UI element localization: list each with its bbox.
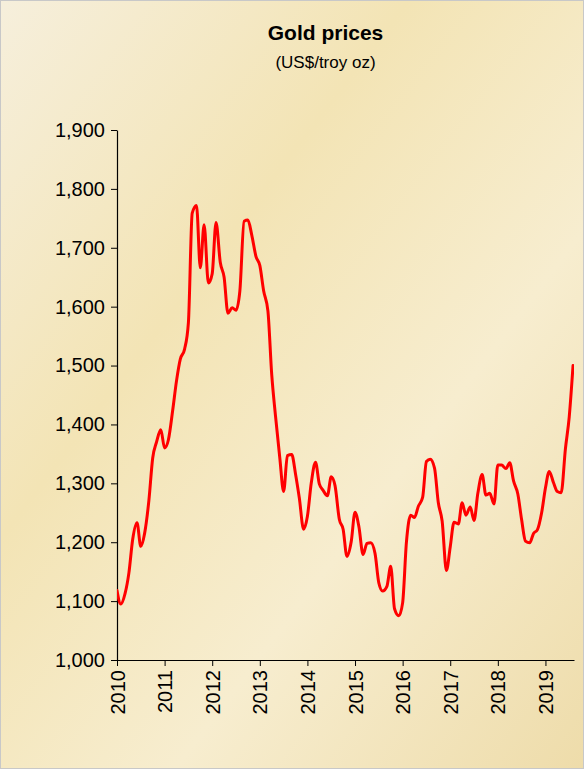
x-tick-mark — [498, 660, 499, 666]
y-tick-label: 1,400 — [55, 413, 105, 435]
x-tick-label: 2010 — [107, 670, 129, 715]
y-tick-label: 1,200 — [55, 531, 105, 553]
x-tick-mark — [260, 660, 261, 666]
y-tick: 1,500 — [55, 354, 117, 376]
x-tick-label: 2013 — [249, 670, 271, 715]
x-tick-mark — [307, 660, 308, 666]
x-tick: 2019 — [535, 660, 557, 715]
x-tick: 2016 — [392, 660, 414, 715]
x-axis-line — [118, 660, 575, 661]
x-tick: 2013 — [249, 660, 271, 715]
x-tick-mark — [212, 660, 213, 666]
chart: Gold prices(US$/troy oz)1,0001,1001,2001… — [0, 0, 584, 769]
x-tick: 2014 — [297, 660, 319, 715]
y-tick: 1,700 — [55, 237, 117, 259]
y-tick: 1,000 — [55, 649, 117, 671]
x-tick-label: 2012 — [202, 670, 224, 715]
x-tick-mark — [545, 660, 546, 666]
price-line — [117, 205, 573, 615]
y-tick-mark — [111, 660, 117, 661]
x-tick-label: 2014 — [297, 670, 319, 715]
x-tick-label: 2017 — [440, 670, 462, 715]
y-axis: 1,000 1,100 1,200 1,300 1,400 1,500 1,600 1,700… — [55, 119, 118, 671]
x-tick-mark — [403, 660, 404, 666]
y-tick-mark — [111, 366, 117, 367]
y-tick: 1,200 — [55, 531, 117, 553]
x-tick: 2017 — [440, 660, 462, 715]
x-tick-mark — [117, 660, 118, 666]
y-tick: 1,100 — [55, 590, 117, 612]
y-tick-mark — [111, 601, 117, 602]
x-tick-mark — [165, 660, 166, 666]
y-tick-label: 1,000 — [55, 649, 105, 671]
x-tick-label: 2011 — [154, 670, 176, 713]
y-tick-mark — [111, 483, 117, 484]
x-tick-mark — [355, 660, 356, 666]
x-tick-label: 2018 — [487, 670, 509, 715]
title: Gold prices — [268, 21, 384, 44]
y-tick-label: 1,300 — [55, 472, 105, 494]
x-tick: 2018 — [487, 660, 509, 715]
background — [1, 1, 584, 769]
y-tick-mark — [111, 189, 117, 190]
y-tick: 1,300 — [55, 472, 117, 494]
y-tick-label: 1,700 — [55, 237, 105, 259]
y-tick-label: 1,100 — [55, 590, 105, 612]
y-tick: 1,400 — [55, 413, 117, 435]
x-tick-label: 2016 — [392, 670, 414, 715]
x-tick: 2012 — [202, 660, 224, 715]
y-tick-mark — [111, 130, 117, 131]
x-tick: 2015 — [345, 660, 367, 715]
x-tick-label: 2015 — [345, 670, 367, 715]
y-tick: 1,600 — [55, 296, 117, 318]
x-tick-label: 2019 — [535, 670, 557, 715]
y-axis-line — [117, 131, 118, 661]
y-tick-mark — [111, 248, 117, 249]
y-tick-mark — [111, 424, 117, 425]
y-tick-label: 1,600 — [55, 296, 105, 318]
y-tick-mark — [111, 307, 117, 308]
y-tick-label: 1,800 — [55, 178, 105, 200]
y-tick: 1,800 — [55, 178, 117, 200]
x-tick: 2010 — [107, 660, 129, 715]
y-tick: 1,900 — [55, 119, 117, 141]
y-tick-label: 1,500 — [55, 354, 105, 376]
x-axis: 2010 2011 2012 2013 2014 2015 2016 2017 2018 2019 — [107, 660, 575, 715]
plot-area — [117, 205, 573, 615]
y-tick-label: 1,900 — [55, 119, 105, 141]
x-tick: 2011 — [154, 660, 176, 713]
y-tick-mark — [111, 542, 117, 543]
x-tick-mark — [450, 660, 451, 666]
subtitle: (US$/troy oz) — [275, 53, 375, 72]
